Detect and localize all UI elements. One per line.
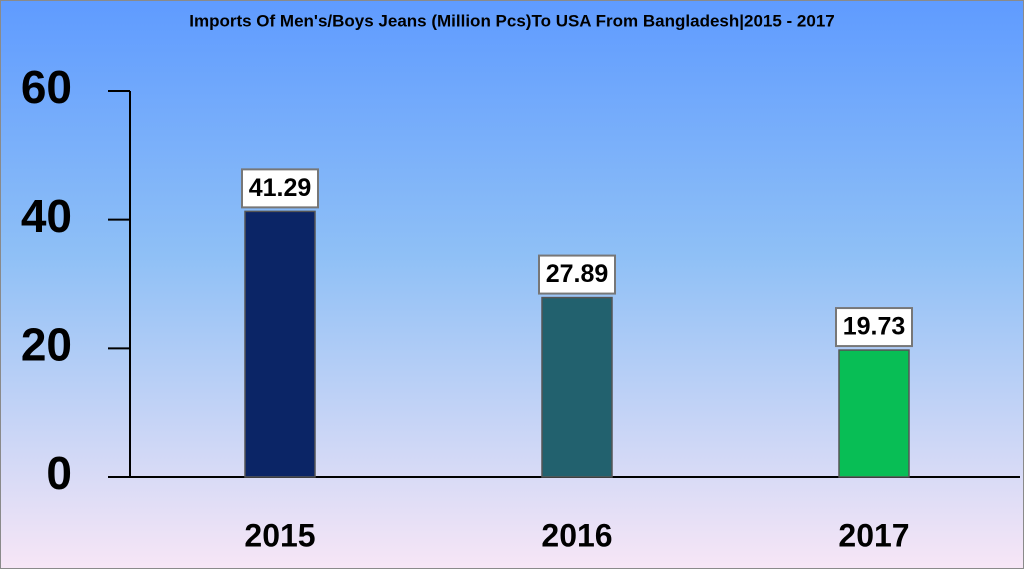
x-tick-label: 2015	[244, 517, 315, 553]
bar	[838, 349, 910, 478]
x-tick-label: 2017	[838, 517, 909, 553]
y-tick-label: 20	[21, 318, 72, 370]
y-tick-label: 60	[21, 61, 72, 113]
x-tick-label: 2016	[541, 517, 612, 553]
data-label: 41.29	[249, 174, 312, 202]
bar	[244, 210, 316, 478]
data-label-box	[835, 307, 913, 348]
data-label-box	[241, 168, 319, 209]
data-label: 19.73	[843, 313, 906, 341]
data-label: 27.89	[546, 260, 609, 288]
data-label-box	[538, 254, 616, 295]
bar	[541, 296, 613, 478]
y-tick-label: 40	[21, 190, 72, 242]
y-tick-label: 0	[46, 447, 72, 499]
chart-title: Imports Of Men's/Boys Jeans (Million Pcs…	[189, 11, 835, 30]
